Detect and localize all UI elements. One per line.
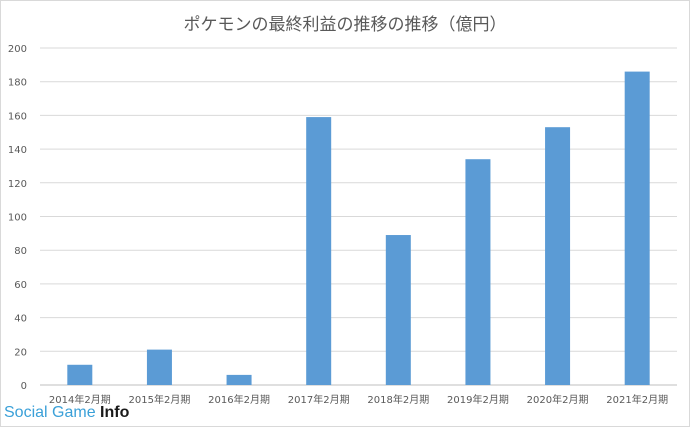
x-category-label: 2015年2月期 — [129, 393, 191, 406]
bar — [624, 71, 650, 385]
watermark-logo: Social Game Info — [4, 404, 129, 422]
bar — [465, 159, 491, 385]
y-tick-label: 200 — [8, 44, 27, 55]
y-tick-label: 180 — [8, 78, 27, 89]
x-category-label: 2020年2月期 — [527, 393, 589, 406]
y-tick-label: 20 — [14, 347, 27, 358]
y-tick-label: 0 — [21, 381, 27, 392]
y-tick-label: 40 — [14, 314, 27, 325]
x-category-label: 2019年2月期 — [447, 393, 509, 406]
x-category-label: 2017年2月期 — [288, 393, 350, 406]
y-tick-label: 80 — [14, 246, 27, 257]
y-tick-label: 160 — [8, 111, 27, 122]
x-category-label: 2016年2月期 — [208, 393, 270, 406]
y-tick-label: 140 — [8, 145, 27, 156]
bar — [67, 364, 93, 385]
bar — [306, 117, 332, 386]
chart-title: ポケモンの最終利益の推移の推移（億円） — [183, 15, 507, 35]
bar — [545, 127, 571, 385]
y-tick-label: 60 — [14, 280, 27, 291]
bar — [226, 374, 252, 385]
x-category-label: 2014年2月期 — [49, 393, 111, 406]
y-tick-label: 100 — [8, 213, 27, 224]
x-category-label: 2018年2月期 — [367, 393, 429, 406]
y-tick-label: 120 — [8, 179, 27, 190]
x-category-label: 2021年2月期 — [606, 393, 668, 406]
bar — [146, 349, 172, 385]
bar — [385, 235, 411, 385]
watermark-info: Info — [100, 404, 130, 421]
watermark-social-game: Social Game — [4, 404, 96, 421]
